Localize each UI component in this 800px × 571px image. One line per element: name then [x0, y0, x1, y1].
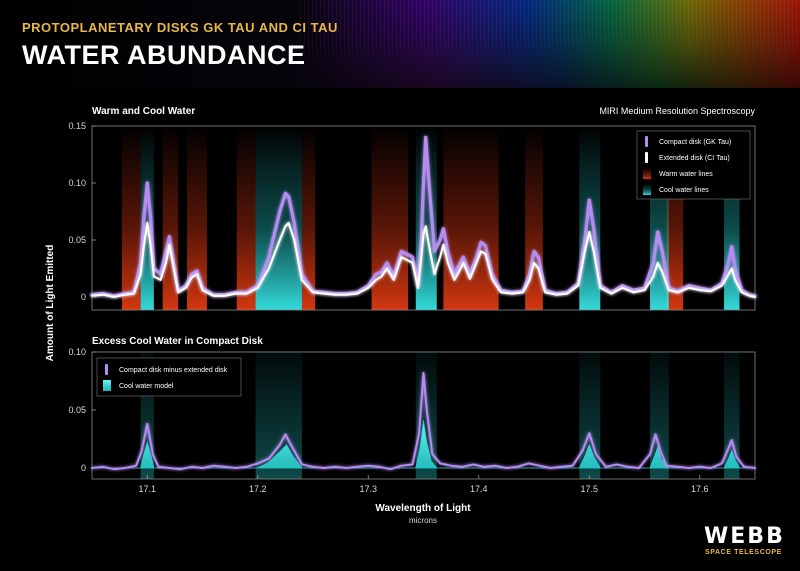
y-tick-label-0: 0 [81, 292, 86, 302]
legend-label-2: Warm water lines [659, 171, 713, 178]
x-tick-label-0: 17.1 [138, 484, 156, 494]
spectrum-banner [300, 0, 800, 88]
legend-swatch-1 [103, 380, 111, 391]
panel-2-y-ticks: 0 0.05 0.10 [68, 347, 96, 473]
panel-2-frame [91, 351, 756, 480]
x-tick-label-1: 17.2 [249, 484, 267, 494]
warm-band-0 [121, 126, 141, 310]
panel-1-legend: Compact disk (GK Tau) Extended disk (CI T… [636, 130, 751, 200]
legend-swatch-1 [645, 152, 648, 163]
page-subtitle: PROTOPLANETARY DISKS GK TAU AND CI TAU [22, 20, 338, 35]
legend-swatch-2 [643, 168, 651, 179]
legend-label-0: Compact disk (GK Tau) [659, 139, 731, 146]
x-tick-label-4: 17.5 [580, 484, 598, 494]
cool-band-4 [650, 352, 669, 479]
webb-logo: WEBB [704, 524, 785, 549]
legend-label-0: Compact disk minus extended disk [119, 367, 228, 374]
y-axis-label: Amount of Light Emitted [45, 245, 56, 362]
x-ticks: 17.1 17.2 17.3 17.4 17.5 17.6 [138, 475, 709, 494]
x-axis-units: microns [409, 516, 437, 525]
y-tick-label-3: 0.15 [68, 121, 86, 131]
panel-2-series [91, 371, 756, 471]
series-cool-water-model [92, 420, 755, 469]
cool-band-3 [579, 126, 601, 310]
warm-band-4 [301, 126, 316, 310]
panel-1-plot: 0 0.05 0.10 0.15 Compact disk (GK Tau) Exten… [68, 121, 757, 311]
warm-band-2 [187, 126, 207, 310]
y-tick-label-2: 0.10 [68, 178, 86, 188]
legend-swatch-3 [643, 184, 651, 195]
legend-label-1: Extended disk (CI Tau) [659, 155, 730, 162]
x-tick-label-3: 17.4 [470, 484, 488, 494]
legend-label-1: Cool water model [119, 383, 174, 390]
warm-band-6 [443, 126, 499, 310]
legend-swatch-0 [105, 364, 108, 375]
x-tick-label-5: 17.6 [691, 484, 709, 494]
panel-2-plot: 0 0.05 0.10 17.1 17.2 17.3 17.4 17.5 17.6 Compa… [68, 347, 756, 494]
cool-band-0 [140, 126, 154, 310]
instrument-label: MIRI Medium Resolution Spectroscopy [599, 106, 755, 116]
series-compact-disk [90, 135, 757, 298]
series-extended-disk [91, 221, 756, 298]
y-tick-label-1: 0.05 [68, 405, 86, 415]
header-banner: PROTOPLANETARY DISKS GK TAU AND CI TAU W… [0, 0, 800, 88]
panel-2-legend: Compact disk minus extended disk Cool wat… [96, 357, 242, 397]
series-compact-minus-extended [91, 371, 756, 471]
y-tick-label-1: 0.05 [68, 235, 86, 245]
y-tick-label-2: 0.10 [68, 347, 86, 357]
panel-1-y-ticks: 0 0.05 0.10 0.15 [68, 121, 96, 302]
x-tick-label-2: 17.3 [359, 484, 377, 494]
page-title: WATER ABUNDANCE [22, 40, 306, 70]
warm-band-5 [371, 126, 409, 310]
panel-1-frame [91, 125, 756, 311]
legend-box [636, 130, 751, 200]
legend-box [96, 357, 242, 397]
legend-label-3: Cool water lines [659, 187, 709, 194]
warm-band-3 [236, 126, 256, 310]
webb-logo-subtitle: SPACE TELESCOPE [705, 549, 782, 556]
panel-2-title: Excess Cool Water in Compact Disk [92, 336, 263, 347]
panel-1-series [90, 135, 757, 298]
x-axis-label: Wavelength of Light [375, 503, 471, 514]
y-tick-label-0: 0 [81, 463, 86, 473]
legend-swatch-0 [645, 136, 648, 147]
panel-1-title: Warm and Cool Water [92, 106, 195, 117]
